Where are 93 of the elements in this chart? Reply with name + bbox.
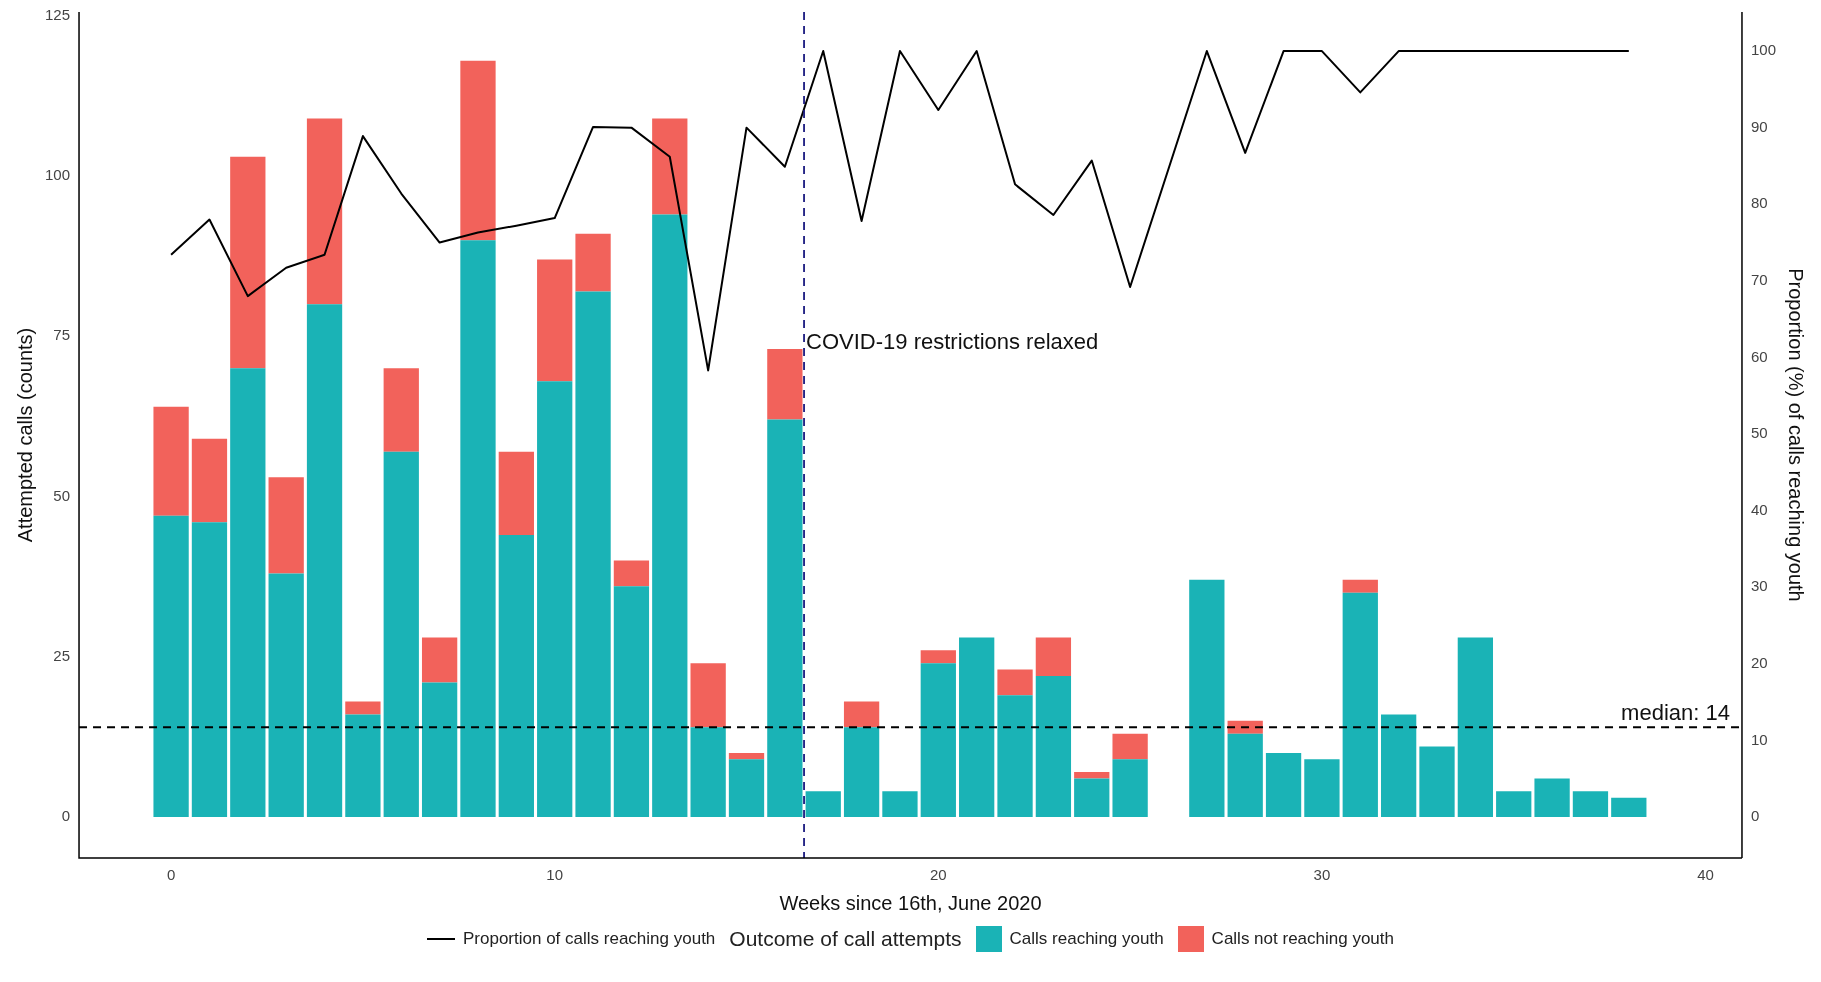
y2-tick-label: 0 [1750, 807, 1760, 825]
bar [306, 118, 343, 305]
bar [498, 451, 534, 535]
bar [537, 259, 573, 382]
bar [920, 650, 956, 664]
bar [345, 714, 381, 817]
bar [306, 304, 343, 817]
y2-axis-title: Proportion (%) of calls reaching youth [1785, 268, 1808, 602]
bar [1496, 791, 1532, 817]
y2-tick-label: 20 [1750, 653, 1768, 671]
bar [498, 534, 534, 817]
bar [652, 214, 688, 817]
x-tick-label: 20 [929, 866, 947, 884]
bar [690, 663, 726, 728]
bar [230, 156, 266, 369]
bar [1112, 759, 1148, 817]
bar [805, 791, 841, 817]
bar [1342, 592, 1378, 817]
bar [652, 118, 688, 215]
bar [613, 560, 650, 587]
bar [997, 695, 1033, 817]
y-tick-label: 0 [61, 807, 71, 825]
x-tick-label: 40 [1697, 866, 1714, 884]
bar [690, 727, 726, 817]
bar [1035, 637, 1072, 676]
y-tick-label: 50 [53, 486, 71, 504]
bar [1457, 637, 1494, 817]
y2-tick-label: 90 [1750, 117, 1768, 135]
bar [421, 637, 458, 683]
y-tick-label: 75 [53, 326, 71, 344]
x-tick-label: 10 [546, 866, 564, 884]
x-tick-label: 30 [1313, 866, 1331, 884]
bar [843, 727, 880, 817]
bar [843, 701, 880, 728]
legend-title: Outcome of call attempts [729, 927, 962, 951]
bar [767, 419, 803, 817]
bar [1112, 733, 1148, 760]
x-axis-title: Weeks since 16th, June 2020 [779, 891, 1042, 914]
legend-label: Proportion of calls reaching youth [463, 929, 716, 949]
y2-tick-label: 30 [1750, 577, 1768, 595]
bar [1035, 675, 1072, 817]
y2-tick-label: 80 [1750, 194, 1768, 212]
y2-tick-label: 100 [1750, 41, 1776, 59]
bar [997, 669, 1033, 696]
bar [268, 573, 304, 817]
y-tick-label: 100 [45, 166, 71, 184]
bar [1074, 778, 1110, 817]
bar [230, 368, 266, 817]
bar [1381, 714, 1417, 817]
y-tick-label: 125 [45, 5, 71, 23]
bar [268, 477, 304, 574]
y-axis-title: Attempted calls (counts) [13, 327, 36, 543]
bar [345, 701, 381, 715]
bar [460, 60, 496, 241]
bar [1227, 733, 1263, 817]
bar [613, 586, 650, 817]
y2-tick-label: 70 [1750, 270, 1768, 288]
legend-label: Calls reaching youth [1009, 929, 1164, 949]
bar [575, 233, 611, 292]
bar [882, 791, 918, 817]
bar [460, 240, 496, 817]
bar [191, 438, 228, 523]
bar [1611, 797, 1647, 817]
y2-tick-label: 50 [1750, 424, 1768, 442]
ref-line-label: COVID-19 restrictions relaxed [806, 328, 1099, 354]
bar [1419, 746, 1455, 817]
bar [383, 368, 419, 452]
bar [767, 349, 803, 420]
bar [1342, 579, 1378, 593]
bar [1304, 759, 1340, 817]
y2-tick-label: 10 [1750, 730, 1768, 748]
bar [421, 682, 458, 817]
bar [1074, 772, 1110, 779]
ref-line-label: median: 14 [1621, 700, 1730, 726]
bar [537, 381, 573, 817]
y2-tick-label: 40 [1750, 500, 1768, 518]
bar [191, 522, 228, 817]
y2-tick-label: 60 [1750, 347, 1768, 365]
bar [153, 515, 189, 817]
x-tick-label: 0 [166, 866, 176, 884]
bar [959, 637, 995, 817]
legend-label: Calls not reaching youth [1211, 929, 1394, 949]
bar [1265, 752, 1302, 817]
bar [153, 406, 189, 516]
bar [920, 663, 956, 817]
bar [728, 752, 765, 760]
bar [1534, 778, 1570, 817]
bar [575, 291, 611, 817]
bar [728, 759, 765, 817]
y-tick-label: 25 [53, 646, 71, 664]
bar [1572, 791, 1609, 817]
bar [383, 451, 419, 817]
bar [1189, 579, 1225, 817]
